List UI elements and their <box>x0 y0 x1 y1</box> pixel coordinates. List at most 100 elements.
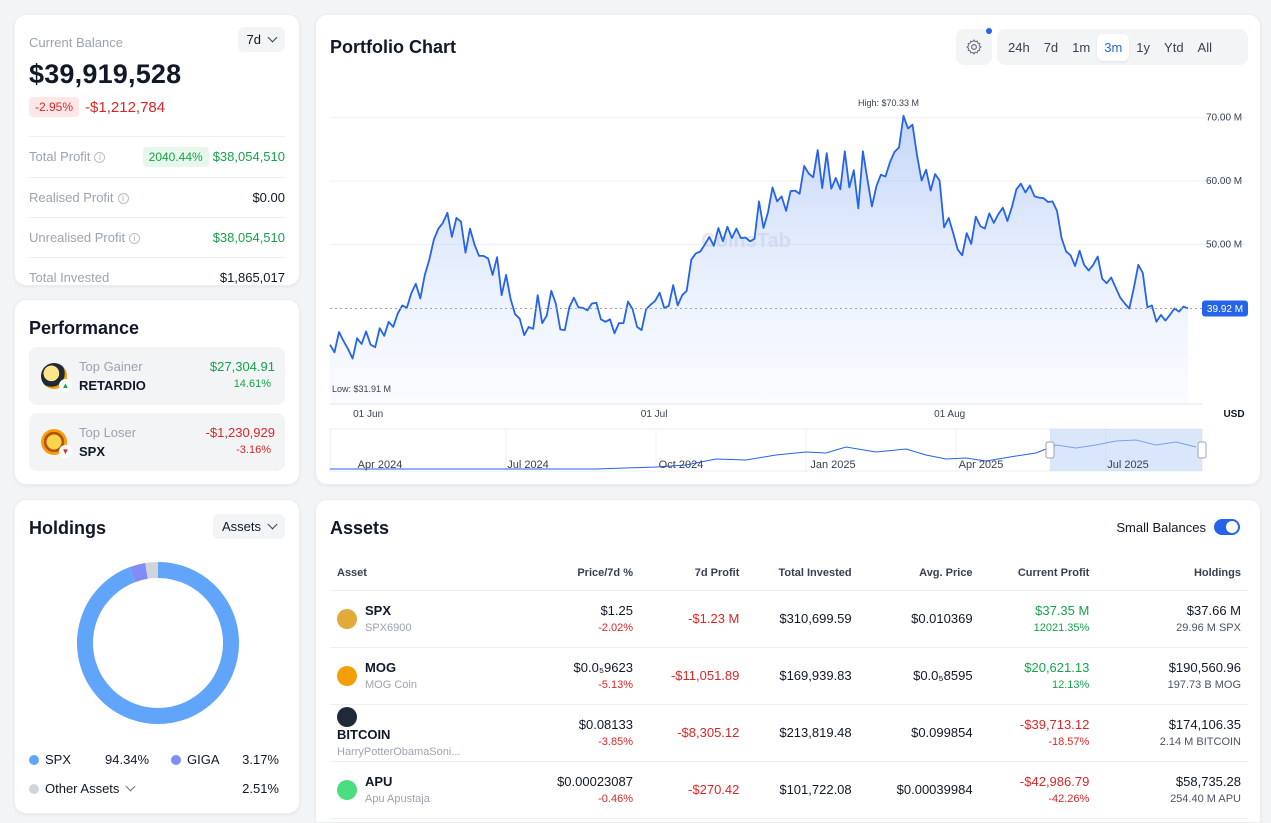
holdings-amount: 254.40 M APU <box>1170 793 1241 805</box>
range-1y[interactable]: 1y <box>1136 39 1151 55</box>
stat-label: Total Profit <box>29 149 91 164</box>
balance-change: -2.95% -$1,212,784 <box>29 97 165 117</box>
portfolio-line-chart[interactable]: 50.00 M60.00 M70.00 M CoinsTab 01 Jun01 … <box>316 15 1262 486</box>
table-row[interactable]: SPX SPX6900 $1.25 -2.02% -$1.23 M $310,699.59… <box>330 590 1248 648</box>
holdings-cell: $174,106.35 2.14 M BITCOIN <box>1096 704 1248 762</box>
avg-price-cell: $0.0₅8595 <box>858 647 980 705</box>
col-asset[interactable]: Asset <box>330 556 468 591</box>
top-gainer-item[interactable]: ▲ Top Gainer RETARDIO $27,304.91 14.61% <box>29 347 285 405</box>
navigator-date-label: Oct 2024 <box>659 459 704 471</box>
invested-cell: $169,939.83 <box>746 647 859 705</box>
stat-row-unrealised-profit: Unrealised Profit i $38,054,510 <box>29 217 285 257</box>
profit-7d-cell: -$270.42 <box>639 761 747 819</box>
holdings-value: $174,106.35 <box>1168 717 1241 732</box>
asset-name: MOG Coin <box>365 679 417 691</box>
chevron-down-icon[interactable] <box>125 781 136 792</box>
asset-symbol: MOG <box>365 660 397 675</box>
range-all[interactable]: All <box>1197 39 1212 55</box>
price-cell: $0.0₅9623 -5.13% <box>467 647 640 705</box>
low-label: Low: $31.91 M <box>332 384 391 394</box>
asset-name: Apu Apustaja <box>365 793 430 805</box>
holdings-view-dropdown[interactable]: Assets <box>212 514 285 539</box>
x-tick-label: 01 Aug <box>934 409 965 420</box>
price-change: -5.13% <box>598 679 633 691</box>
holdings-amount: 197.73 B MOG <box>1167 679 1241 691</box>
col-price[interactable]: Price/7d % <box>467 556 640 591</box>
col-total-invested[interactable]: Total Invested <box>746 556 859 591</box>
price-cell: $0.00023087 -0.46% <box>467 761 640 819</box>
stat-label: Total Invested <box>29 270 110 285</box>
col-7d-profit[interactable]: 7d Profit <box>639 556 747 591</box>
current-profit-pct: 12.13% <box>1052 679 1090 691</box>
balance-range-dropdown[interactable]: 7d <box>237 27 285 52</box>
navigator-selection[interactable] <box>1050 429 1202 471</box>
legend-pct: 2.51% <box>242 781 279 796</box>
legend-name: Other Assets <box>45 781 120 796</box>
holdings-amount: 29.96 M SPX <box>1176 622 1241 634</box>
stat-label: Unrealised Profit <box>29 230 126 245</box>
col-current-profit[interactable]: Current Profit <box>979 556 1097 591</box>
portfolio-chart-title: Portfolio Chart <box>330 37 456 57</box>
navigator-date-label: Apr 2025 <box>959 459 1004 471</box>
asset-symbol: APU <box>365 774 393 789</box>
price-value: $1.25 <box>600 603 633 618</box>
legend-dot-spx <box>29 754 39 765</box>
top-loser-item[interactable]: ▼ Top Loser SPX -$1,230,929 -3.16% <box>29 413 285 471</box>
stat-value: $38,054,510 <box>212 149 285 164</box>
price-cell: $1.25 -2.02% <box>467 590 640 648</box>
info-icon[interactable]: i <box>94 152 106 163</box>
invested-cell: $101,722.08 <box>746 761 859 819</box>
chart-settings-button[interactable] <box>956 28 992 65</box>
current-balance-label: Current Balance <box>29 35 123 50</box>
performance-card: Performance ▲ Top Gainer RETARDIO $27,30… <box>14 299 300 485</box>
price-value: $0.00023087 <box>557 774 633 789</box>
current-profit-cell: -$39,713.12 -18.57% <box>979 704 1097 762</box>
range-7d[interactable]: 7d <box>1043 39 1059 55</box>
portfolio-line <box>329 114 1189 360</box>
navigator-handle-right[interactable] <box>1197 441 1207 459</box>
navigator-date-label: Jul 2024 <box>507 459 549 471</box>
asset-logo-icon <box>337 779 357 800</box>
holdings-amount: 2.14 M BITCOIN <box>1159 736 1241 748</box>
holdings-view-value: Assets <box>221 519 261 534</box>
balance-change-abs: -$1,212,784 <box>85 98 166 116</box>
info-icon[interactable]: i <box>117 193 129 204</box>
col-avg-price[interactable]: Avg. Price <box>858 556 980 591</box>
col-holdings[interactable]: Holdings <box>1096 556 1248 591</box>
assets-title: Assets <box>330 518 390 538</box>
donut-slice-giga[interactable] <box>129 563 148 583</box>
total-profit-pct-badge: 2040.44% <box>142 147 209 167</box>
arrow-down-icon: ▼ <box>59 445 72 458</box>
range-24h[interactable]: 24h <box>1008 39 1030 55</box>
current-value-box <box>1202 300 1248 317</box>
holdings-card: Holdings Assets SPX 94.34% GIGA 3.17% Ot… <box>14 499 300 814</box>
assets-header-row: Asset Price/7d % 7d Profit Total Investe… <box>330 556 1248 591</box>
range-ytd[interactable]: Ytd <box>1164 39 1184 55</box>
info-icon[interactable]: i <box>129 233 141 244</box>
performance-title: Performance <box>29 318 140 338</box>
stat-value: $0.00 <box>252 190 285 205</box>
assets-card: Assets Small Balances Asset Price/7d % 7… <box>315 499 1261 823</box>
legend-name: GIGA <box>187 752 220 767</box>
currency-label: USD <box>1223 409 1244 420</box>
navigator-handle-left[interactable] <box>1045 441 1055 459</box>
donut-slice-spx[interactable] <box>77 562 239 724</box>
donut-slice-other-assets[interactable] <box>145 562 159 579</box>
avg-price-cell: $0.099854 <box>858 704 980 762</box>
range-3m[interactable]: 3m <box>1097 33 1130 61</box>
stat-row-realised-profit: Realised Profit i $0.00 <box>29 177 285 217</box>
legend-row-2[interactable]: Other Assets 2.51% <box>29 781 279 796</box>
asset-logo-icon <box>337 707 357 727</box>
price-change: -2.02% <box>598 622 633 634</box>
small-balances-toggle[interactable] <box>1214 519 1240 535</box>
table-row[interactable]: APU Apu Apustaja $0.00023087 -0.46% -$270.42… <box>330 761 1248 819</box>
table-row[interactable]: BITCOIN HarryPotterObamaSoni... $0.08133 -3… <box>330 704 1248 762</box>
navigator-date-label: Jan 2025 <box>810 459 855 471</box>
table-row[interactable]: MOG MOG Coin $0.0₅9623 -5.13% -$11,051.89 $16… <box>330 647 1248 705</box>
range-1m[interactable]: 1m <box>1072 39 1091 55</box>
legend-dot-other <box>29 783 39 794</box>
top-loser-value: -$1,230,929 <box>205 425 275 440</box>
holdings-cell: $58,735.28 254.40 M APU <box>1096 761 1248 819</box>
current-profit-cell: -$42,986.79 -42.26% <box>979 761 1097 819</box>
current-profit-pct: -42.26% <box>1048 793 1090 805</box>
